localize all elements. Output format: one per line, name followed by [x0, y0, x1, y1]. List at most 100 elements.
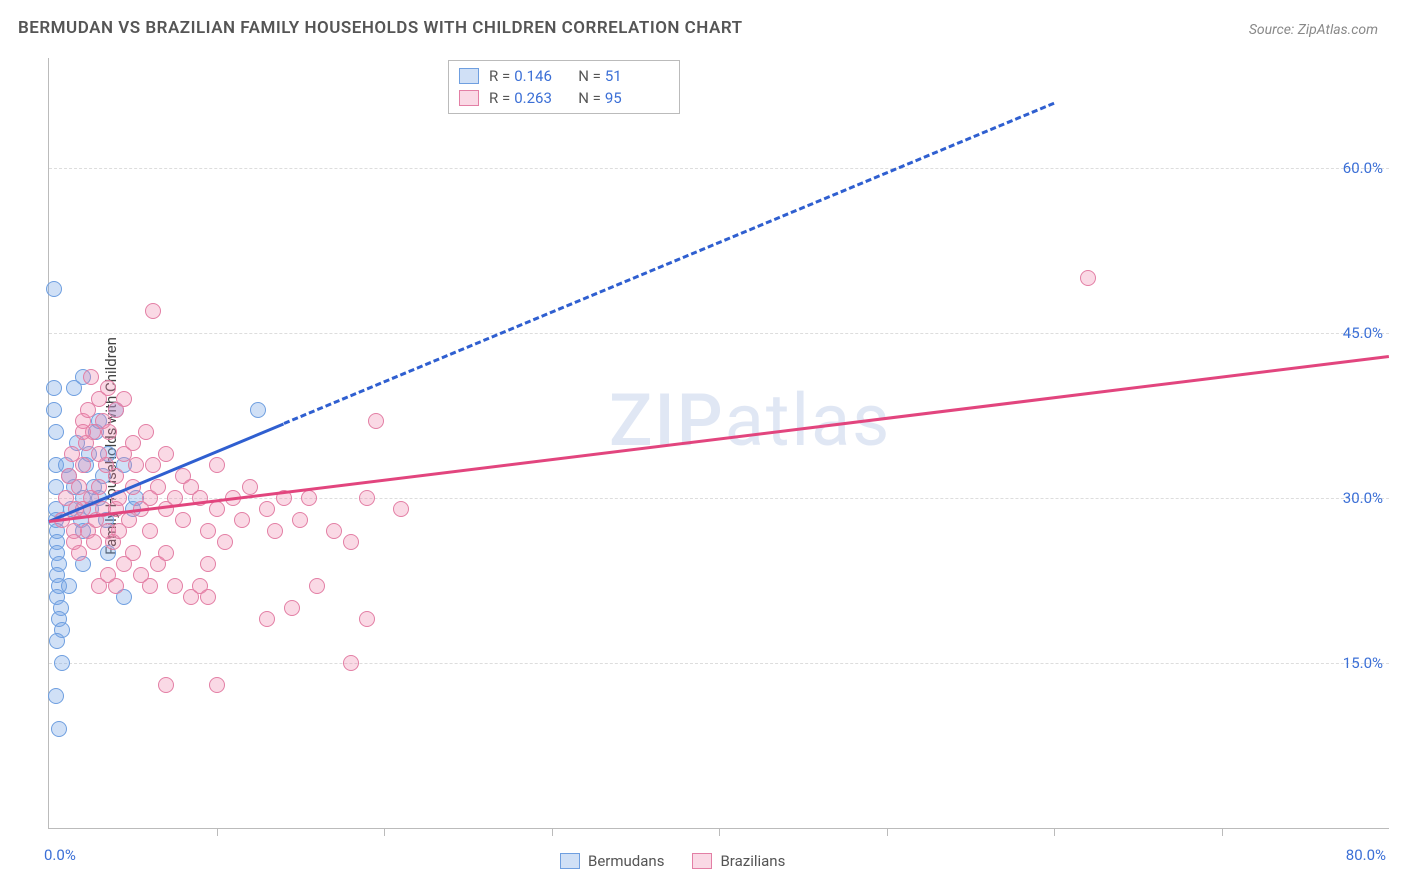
legend-r-value: 0.263 — [514, 89, 560, 107]
data-point — [167, 578, 183, 594]
data-point — [326, 523, 342, 539]
data-point — [343, 534, 359, 550]
data-point — [83, 369, 99, 385]
data-point — [292, 512, 308, 528]
legend-r-value: 0.146 — [514, 67, 560, 85]
data-point — [158, 545, 174, 561]
x-tick — [1054, 828, 1055, 836]
data-point — [209, 677, 225, 693]
data-point — [209, 457, 225, 473]
data-point — [393, 501, 409, 517]
data-point — [250, 402, 266, 418]
legend-swatch — [692, 853, 712, 869]
data-point — [61, 578, 77, 594]
legend-n-value: 51 — [605, 67, 651, 85]
data-point — [343, 655, 359, 671]
data-point — [71, 545, 87, 561]
data-point — [142, 523, 158, 539]
data-point — [46, 281, 62, 297]
data-point — [51, 721, 67, 737]
legend-n-value: 95 — [605, 89, 651, 107]
legend-n-label: N = — [578, 89, 601, 107]
series-legend: Bermudans Brazilians — [560, 852, 785, 870]
data-point — [200, 556, 216, 572]
data-point — [95, 413, 111, 429]
legend-swatch — [459, 90, 479, 106]
data-point — [158, 446, 174, 462]
data-point — [217, 534, 233, 550]
data-point — [145, 457, 161, 473]
data-point — [80, 402, 96, 418]
data-point — [46, 402, 62, 418]
legend-r-label: R = — [489, 89, 510, 107]
gridline — [49, 333, 1389, 334]
legend-row: R =0.263 N =95 — [459, 87, 669, 109]
data-point — [359, 611, 375, 627]
data-point — [368, 413, 384, 429]
data-point — [66, 380, 82, 396]
y-tick-label: 45.0% — [1343, 324, 1383, 342]
y-tick-label: 30.0% — [1343, 489, 1383, 507]
data-point — [175, 512, 191, 528]
data-point — [86, 534, 102, 550]
data-point — [108, 578, 124, 594]
data-point — [48, 424, 64, 440]
x-axis-max-label: 80.0% — [1346, 846, 1386, 864]
data-point — [91, 479, 107, 495]
y-tick-label: 15.0% — [1343, 654, 1383, 672]
y-tick-label: 60.0% — [1343, 159, 1383, 177]
legend-swatch — [459, 68, 479, 84]
data-point — [234, 512, 250, 528]
chart-plot-area: ZIPatlas 15.0%30.0%45.0%60.0% — [48, 58, 1389, 829]
data-point — [125, 435, 141, 451]
legend-r-label: R = — [489, 67, 510, 85]
data-point — [301, 490, 317, 506]
legend-item: Bermudans — [560, 852, 664, 870]
legend-swatch — [560, 853, 580, 869]
gridline — [49, 168, 1389, 169]
data-point — [145, 303, 161, 319]
chart-title: BERMUDAN VS BRAZILIAN FAMILY HOUSEHOLDS … — [18, 18, 743, 38]
data-point — [116, 391, 132, 407]
legend-item: Brazilians — [692, 852, 785, 870]
data-point — [1080, 270, 1096, 286]
data-point — [108, 468, 124, 484]
data-point — [200, 523, 216, 539]
data-point — [259, 611, 275, 627]
data-point — [142, 578, 158, 594]
data-point — [242, 479, 258, 495]
x-tick — [1222, 828, 1223, 836]
x-tick — [719, 828, 720, 836]
legend-label: Brazilians — [720, 852, 785, 870]
data-point — [48, 688, 64, 704]
data-point — [267, 523, 283, 539]
correlation-legend: R =0.146 N =51 R =0.263 N =95 — [448, 60, 680, 114]
data-point — [125, 545, 141, 561]
trend-line — [283, 102, 1055, 425]
source-label: Source: ZipAtlas.com — [1249, 22, 1378, 38]
data-point — [100, 380, 116, 396]
data-point — [54, 655, 70, 671]
data-point — [359, 490, 375, 506]
data-point — [284, 600, 300, 616]
data-point — [158, 677, 174, 693]
data-point — [138, 424, 154, 440]
legend-n-label: N = — [578, 67, 601, 85]
data-point — [209, 501, 225, 517]
data-point — [200, 589, 216, 605]
x-tick — [552, 828, 553, 836]
gridline — [49, 663, 1389, 664]
x-axis-min-label: 0.0% — [44, 846, 76, 864]
x-tick — [217, 828, 218, 836]
data-point — [150, 479, 166, 495]
data-point — [111, 523, 127, 539]
data-point — [128, 457, 144, 473]
data-point — [46, 380, 62, 396]
x-tick — [384, 828, 385, 836]
data-point — [49, 633, 65, 649]
legend-label: Bermudans — [588, 852, 664, 870]
legend-row: R =0.146 N =51 — [459, 65, 669, 87]
x-tick — [887, 828, 888, 836]
data-point — [309, 578, 325, 594]
data-point — [75, 424, 91, 440]
